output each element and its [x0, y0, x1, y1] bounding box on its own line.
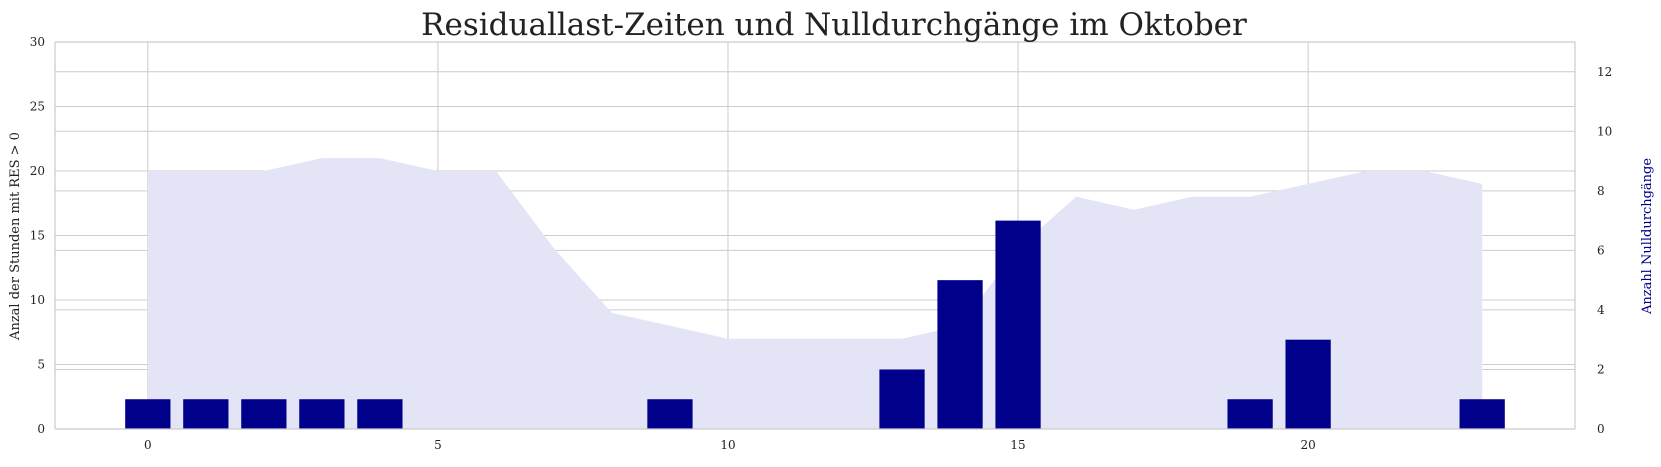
- bar-zero-crossings: [357, 399, 403, 429]
- y2-tick-label: 6: [1597, 243, 1605, 257]
- y2-tick-label: 4: [1597, 303, 1605, 317]
- y2-tick-label: 10: [1597, 124, 1612, 138]
- x-tick-label: 20: [1300, 438, 1315, 452]
- bar-zero-crossings: [241, 399, 287, 429]
- bar-zero-crossings: [1285, 339, 1331, 429]
- x-tick-label: 10: [720, 438, 735, 452]
- y-tick-label: 15: [30, 229, 45, 243]
- x-tick-label: 0: [144, 438, 152, 452]
- y-tick-label: 30: [30, 35, 45, 49]
- y-tick-label: 10: [30, 293, 45, 307]
- chart-title: Residuallast-Zeiten und Nulldurchgänge i…: [421, 7, 1247, 43]
- y2-tick-label: 8: [1597, 184, 1605, 198]
- bar-zero-crossings: [1459, 399, 1505, 429]
- bar-zero-crossings: [879, 369, 925, 429]
- y2-axis-title: Anzahl Nulldurchgänge: [1640, 158, 1655, 315]
- y2-tick-label: 12: [1597, 65, 1612, 79]
- y-axis-title: Anzal der Stunden mit RES > 0: [8, 132, 23, 341]
- bar-zero-crossings: [299, 399, 345, 429]
- y-tick-label: 20: [30, 164, 45, 178]
- bar-zero-crossings: [647, 399, 693, 429]
- x-tick-label: 5: [434, 438, 442, 452]
- x-tick-label: 15: [1010, 438, 1025, 452]
- bar-zero-crossings: [937, 280, 983, 429]
- bar-zero-crossings: [995, 220, 1041, 429]
- bar-zero-crossings: [183, 399, 229, 429]
- y-tick-label: 5: [37, 358, 45, 372]
- y-tick-label: 0: [37, 422, 45, 436]
- y2-tick-label: 0: [1597, 422, 1605, 436]
- bar-zero-crossings: [125, 399, 171, 429]
- area-series-hours: [147, 158, 1483, 429]
- y-tick-label: 25: [30, 100, 45, 114]
- y2-tick-label: 2: [1597, 362, 1605, 376]
- bar-zero-crossings: [1227, 399, 1273, 429]
